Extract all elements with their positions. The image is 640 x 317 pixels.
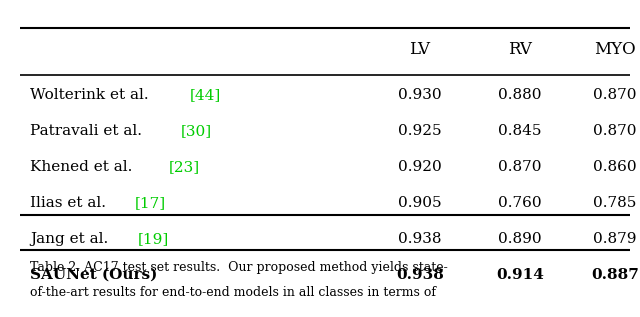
Text: SAUNet (Ours): SAUNet (Ours) [30, 268, 157, 282]
Text: Ilias et al.: Ilias et al. [30, 196, 111, 210]
Text: [17]: [17] [134, 196, 166, 210]
Text: 0.938: 0.938 [396, 268, 444, 282]
Text: of-the-art results for end-to-end models in all classes in terms of: of-the-art results for end-to-end models… [30, 287, 436, 300]
Text: Jang et al.: Jang et al. [30, 232, 113, 246]
Text: MYO: MYO [594, 42, 636, 59]
Text: [44]: [44] [189, 88, 221, 102]
Text: [19]: [19] [137, 232, 168, 246]
Text: 0.938: 0.938 [398, 232, 442, 246]
Text: 0.880: 0.880 [499, 88, 541, 102]
Text: 0.870: 0.870 [593, 124, 637, 138]
Text: [23]: [23] [168, 160, 200, 174]
Text: 0.760: 0.760 [498, 196, 542, 210]
Text: RV: RV [508, 42, 532, 59]
Text: 0.905: 0.905 [398, 196, 442, 210]
Text: Khened et al.: Khened et al. [30, 160, 137, 174]
Text: 0.785: 0.785 [593, 196, 637, 210]
Text: Table 2. AC17 test set results.  Our proposed method yields state-: Table 2. AC17 test set results. Our prop… [30, 262, 448, 275]
Text: LV: LV [410, 42, 431, 59]
Text: 0.879: 0.879 [593, 232, 637, 246]
Text: 0.870: 0.870 [499, 160, 541, 174]
Text: 0.860: 0.860 [593, 160, 637, 174]
Text: 0.914: 0.914 [496, 268, 544, 282]
Text: 0.920: 0.920 [398, 160, 442, 174]
Text: 0.887: 0.887 [591, 268, 639, 282]
Text: 0.890: 0.890 [498, 232, 542, 246]
Text: 0.845: 0.845 [499, 124, 541, 138]
Text: Patravali et al.: Patravali et al. [30, 124, 147, 138]
Text: 0.870: 0.870 [593, 88, 637, 102]
Text: [30]: [30] [181, 124, 212, 138]
Text: 0.925: 0.925 [398, 124, 442, 138]
Text: 0.930: 0.930 [398, 88, 442, 102]
Text: Wolterink et al.: Wolterink et al. [30, 88, 154, 102]
